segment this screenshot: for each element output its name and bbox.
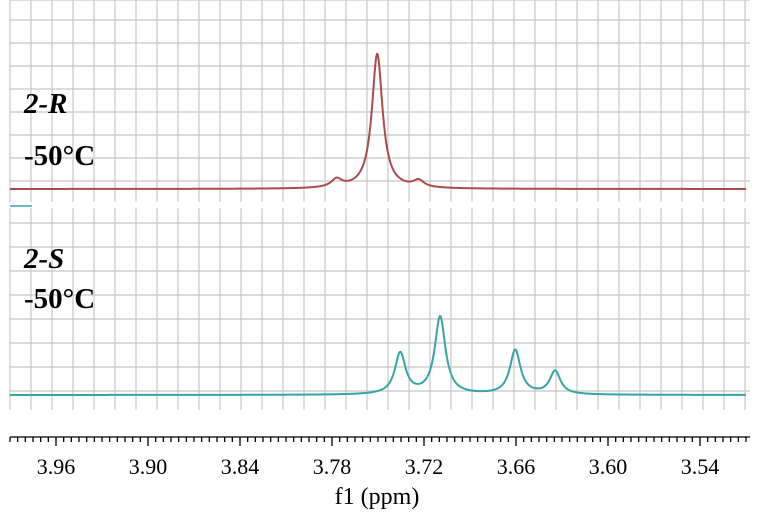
x-tick-label: 3.54 (681, 454, 720, 479)
spectrum-2-trace (10, 314, 746, 396)
x-tick-label: 3.96 (37, 454, 76, 479)
x-tick-label: 3.66 (497, 454, 536, 479)
grid (9, 0, 750, 410)
spectrum-2-name-label: 2-S (23, 243, 64, 275)
x-axis-title: f1 (ppm) (335, 484, 420, 510)
spectrum-label-group-2: 2-S -50°C (23, 243, 95, 315)
x-tick-label: 3.60 (589, 454, 628, 479)
spectrum-label-group-1: 2-R -50°C (23, 88, 95, 172)
x-tick-label: 3.84 (221, 454, 260, 479)
x-axis: 3.96 3.90 3.84 3.78 3.72 3.66 3.60 3.54 (9, 436, 750, 479)
spectrum-1-temperature-label: -50°C (24, 140, 95, 172)
x-tick-label: 3.78 (313, 454, 352, 479)
spectrum-traces (10, 52, 746, 396)
spectrum-1-trace (10, 52, 746, 190)
spectrum-1-name-label: 2-R (23, 88, 68, 120)
x-tick-label: 3.72 (405, 454, 444, 479)
spectrum-2-temperature-label: -50°C (24, 283, 95, 315)
x-tick-label: 3.90 (129, 454, 168, 479)
